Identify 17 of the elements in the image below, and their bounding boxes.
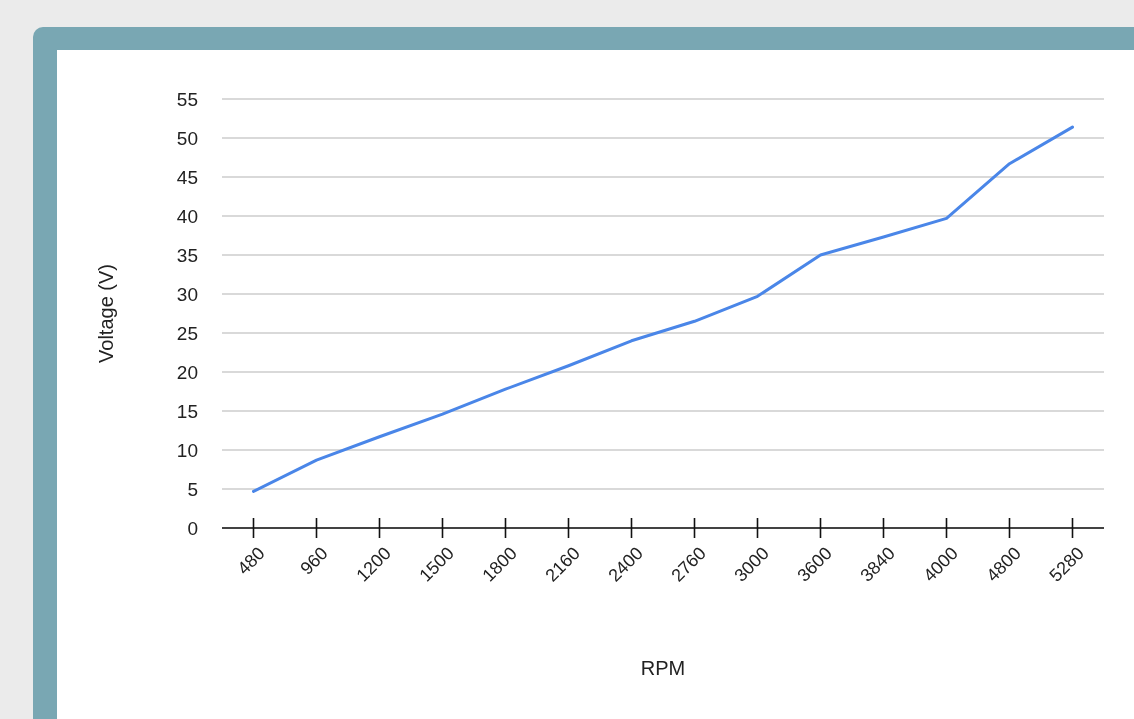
y-tick-label: 40 bbox=[176, 205, 198, 227]
y-tick-label: 15 bbox=[176, 400, 198, 422]
y-tick-label: 35 bbox=[176, 244, 198, 266]
y-tick-label: 25 bbox=[176, 322, 198, 344]
line-series bbox=[252, 125, 1074, 493]
y-tick-label: 0 bbox=[187, 517, 198, 539]
y-tick-label: 5 bbox=[187, 478, 198, 500]
y-tick-label: 45 bbox=[176, 166, 198, 188]
y-tick-label: 55 bbox=[176, 88, 198, 110]
y-tick-label: 50 bbox=[176, 127, 198, 149]
y-tick-label: 30 bbox=[176, 283, 198, 305]
x-tick-label: 960 bbox=[296, 543, 332, 579]
x-tick-label: 480 bbox=[233, 543, 269, 579]
y-tick-label: 20 bbox=[176, 361, 198, 383]
y-tick-label: 10 bbox=[176, 439, 198, 461]
x-axis-title: RPM bbox=[640, 657, 686, 679]
y-axis-title: Voltage (V) bbox=[95, 264, 117, 363]
